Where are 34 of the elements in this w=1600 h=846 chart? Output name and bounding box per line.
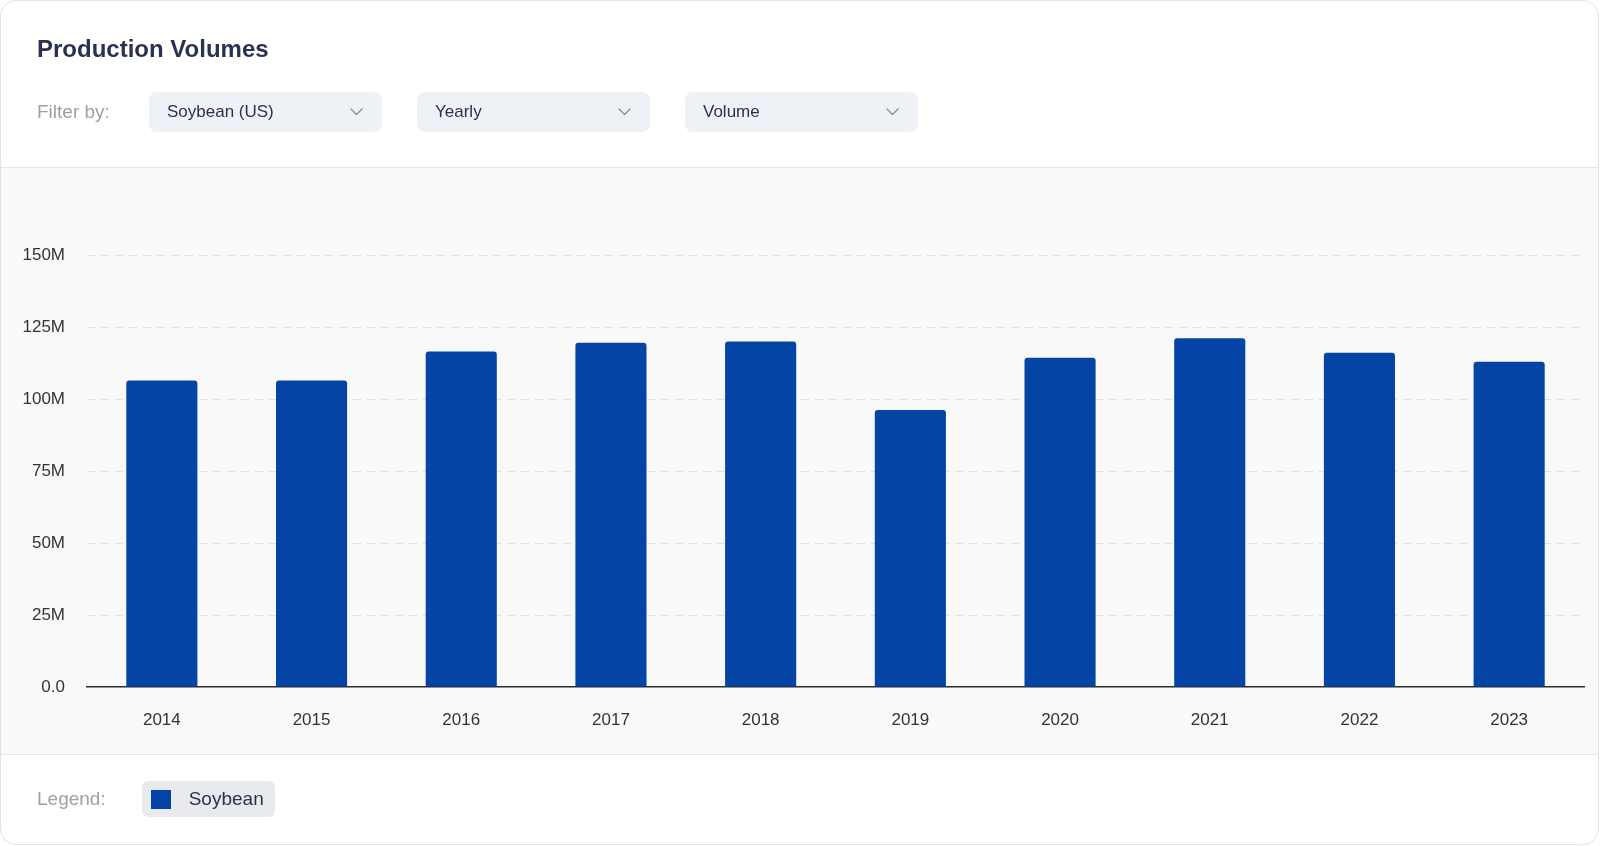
bar xyxy=(1174,338,1246,687)
y-tick-label: 0.0 xyxy=(41,676,65,696)
x-tick-label: 2018 xyxy=(741,709,780,729)
bar xyxy=(725,341,797,687)
x-tick-label: 2022 xyxy=(1340,709,1379,729)
text: Filter by: xyxy=(37,100,110,124)
bar xyxy=(425,351,497,687)
x-tick-label: 2014 xyxy=(142,709,181,729)
x-tick-label: 2015 xyxy=(292,709,331,729)
x-tick-label: 2023 xyxy=(1490,709,1529,729)
dropdown-field: Yearly xyxy=(417,92,650,132)
y-tick-label: 75M xyxy=(31,460,65,480)
x-tick-label: 2017 xyxy=(592,709,630,729)
x-tick-label: 2019 xyxy=(891,709,930,729)
chart-title: Production Volumes xyxy=(37,35,269,63)
x-tick-label: 2020 xyxy=(1041,709,1079,729)
bar xyxy=(1323,352,1395,687)
legend-label: Soybean xyxy=(188,788,264,810)
legend-title: Legend: xyxy=(37,788,106,810)
dropdown-field: Volume xyxy=(685,92,918,132)
y-tick-label: 150M xyxy=(22,244,65,264)
x-tick-label: 2021 xyxy=(1190,709,1229,729)
bar xyxy=(1473,361,1545,687)
bar xyxy=(126,380,198,687)
y-tick-label: 50M xyxy=(31,532,65,552)
dropdown-field: Soybean (US) xyxy=(149,92,382,132)
x-tick-label: 2016 xyxy=(442,709,481,729)
y-tick-label: 125M xyxy=(22,316,65,336)
bar xyxy=(575,342,647,687)
bar xyxy=(1024,357,1096,687)
bar xyxy=(874,409,946,687)
y-tick-label: 25M xyxy=(31,604,65,624)
bar xyxy=(276,380,348,687)
y-tick-label: 100M xyxy=(22,388,65,408)
